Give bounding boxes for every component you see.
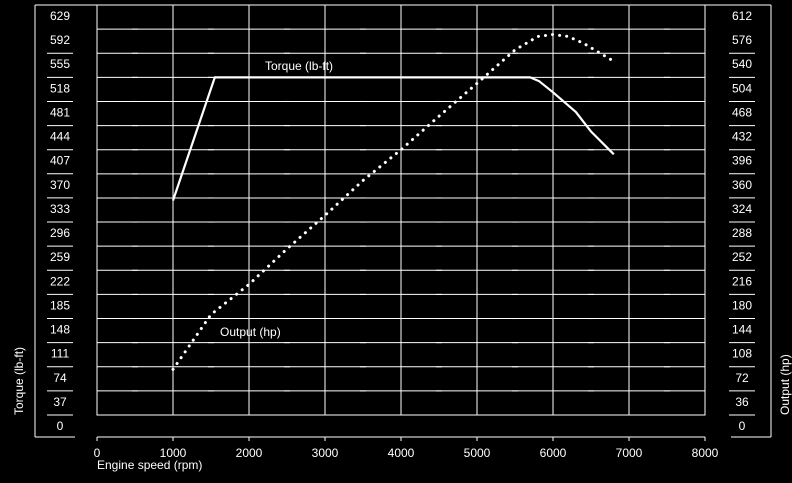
y-left-tick-label: 333 (50, 202, 70, 216)
y-right-tick-label: 72 (735, 371, 749, 385)
chart-ticks: 0 37 74 111 148 185 222 259 296 333 370 407 444 481 51… (47, 9, 755, 460)
output-series-label: Output (hp) (220, 325, 281, 339)
y-right-tick-label: 180 (732, 298, 752, 312)
y-axis-left-label: Torque (lb-ft) (12, 347, 26, 415)
y-right-tick-label: 540 (732, 57, 752, 71)
y-right-tick-label: 576 (732, 33, 752, 47)
y-left-tick-label: 444 (50, 130, 70, 144)
x-tick-label: 1000 (160, 446, 187, 460)
y-left-tick-label: 259 (50, 250, 70, 264)
x-tick-label: 6000 (540, 446, 567, 460)
y-right-tick-label: 108 (732, 347, 752, 361)
y-right-tick-label: 324 (732, 202, 752, 216)
y-left-tick-label: 592 (50, 33, 70, 47)
chart-series (171, 33, 616, 371)
x-tick-label: 7000 (616, 446, 643, 460)
y-left-tick-label: 0 (57, 419, 64, 433)
y-right-tick-label: 36 (735, 395, 749, 409)
y-left-tick-label: 629 (50, 9, 70, 23)
y-right-tick-label: 468 (732, 105, 752, 119)
y-left-tick-label: 555 (50, 57, 70, 71)
y-left-tick-label: 37 (53, 395, 67, 409)
chart-axes (34, 4, 772, 438)
x-tick-label: 4000 (388, 446, 415, 460)
torque-series-label: Torque (lb-ft) (265, 59, 333, 73)
y-right-tick-label: 288 (732, 226, 752, 240)
y-left-tick-label: 111 (51, 347, 70, 361)
x-tick-label: 5000 (464, 446, 491, 460)
x-tick-label: 2000 (236, 446, 263, 460)
output-line (171, 33, 616, 371)
x-tick-label: 8000 (692, 446, 719, 460)
y-right-tick-label: 216 (732, 274, 752, 288)
y-left-tick-label: 148 (50, 323, 70, 337)
y-right-tick-label: 0 (739, 419, 746, 433)
y-right-tick-label: 360 (732, 178, 752, 192)
y-right-tick-label: 396 (732, 154, 752, 168)
y-left-tick-label: 185 (50, 298, 70, 312)
y-axis-right-label: Output (hp) (778, 354, 792, 415)
torque-line (171, 76, 615, 201)
y-right-tick-label: 432 (732, 130, 752, 144)
y-right-tick-label: 252 (732, 250, 752, 264)
y-right-tick-label: 144 (732, 323, 752, 337)
x-axis-label: Engine speed (rpm) (97, 458, 202, 472)
y-right-tick-label: 612 (732, 9, 752, 23)
y-left-tick-label: 296 (50, 226, 70, 240)
y-right-tick-label: 504 (732, 81, 752, 95)
y-left-tick-label: 370 (50, 178, 70, 192)
chart-grid (96, 4, 706, 416)
y-left-tick-label: 74 (53, 371, 67, 385)
y-left-tick-label: 481 (50, 105, 70, 119)
y-left-tick-label: 407 (50, 154, 70, 168)
y-left-tick-label: 222 (50, 274, 70, 288)
y-left-tick-label: 518 (50, 81, 70, 95)
x-tick-label: 0 (94, 446, 101, 460)
x-tick-label: 3000 (312, 446, 339, 460)
